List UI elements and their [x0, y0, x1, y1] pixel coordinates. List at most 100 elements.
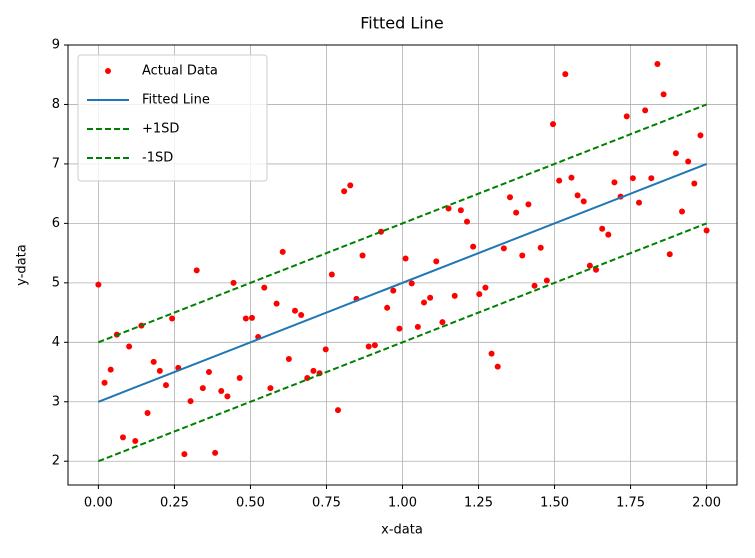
data-point	[623, 113, 630, 120]
data-point	[230, 279, 237, 286]
data-point	[439, 319, 446, 326]
data-point	[365, 343, 372, 350]
data-point	[292, 307, 299, 314]
data-point	[384, 304, 391, 311]
data-point	[359, 252, 366, 259]
data-point	[697, 132, 704, 139]
data-point	[420, 299, 427, 306]
legend-marker	[105, 68, 111, 74]
data-point	[519, 252, 526, 259]
data-point	[156, 367, 163, 374]
data-line	[98, 162, 707, 403]
x-tick-label: 0.75	[312, 496, 341, 511]
data-point	[470, 243, 477, 250]
data-point	[390, 287, 397, 294]
data-point	[586, 262, 593, 269]
data-point	[648, 175, 655, 182]
data-point	[599, 225, 606, 232]
data-point	[267, 385, 274, 392]
data-point	[132, 438, 139, 444]
data-point	[187, 398, 194, 405]
data-point	[580, 198, 587, 205]
legend-box	[77, 54, 268, 182]
data-point	[249, 314, 256, 321]
data-point	[500, 245, 507, 252]
data-point	[169, 315, 176, 322]
data-point	[506, 194, 513, 201]
x-tick-label: 1.25	[464, 496, 493, 511]
data-point	[242, 315, 249, 322]
x-tick-label: 2.00	[692, 496, 721, 511]
data-point	[193, 267, 200, 274]
data-point	[433, 258, 440, 265]
data-point	[457, 207, 464, 214]
y-tick-label: 3	[52, 394, 60, 409]
data-point	[636, 199, 643, 206]
data-point	[531, 282, 538, 289]
data-point	[150, 358, 157, 365]
y-tick-label: 8	[52, 97, 60, 112]
data-point	[660, 91, 667, 98]
data-line	[98, 222, 707, 463]
data-point	[95, 281, 102, 288]
data-point	[328, 271, 335, 278]
data-point	[494, 363, 501, 370]
legend-label: Actual Data	[142, 64, 218, 79]
data-point	[691, 180, 698, 187]
data-point	[236, 374, 243, 381]
data-point	[703, 227, 710, 234]
chart-title: Fitted Line	[360, 14, 443, 33]
data-point	[310, 367, 317, 374]
data-point	[199, 385, 206, 392]
y-tick-label: 6	[52, 216, 60, 231]
data-point	[322, 346, 329, 353]
data-point	[408, 280, 415, 287]
data-point	[347, 182, 354, 189]
data-point	[451, 292, 458, 299]
data-point	[371, 342, 378, 349]
data-point	[427, 294, 434, 301]
data-point	[273, 300, 280, 307]
x-tick-label: 0.50	[236, 496, 265, 511]
data-point	[285, 355, 292, 362]
data-point	[463, 218, 470, 225]
data-point	[181, 451, 188, 458]
x-tick-label: 0.25	[160, 496, 189, 511]
data-point	[341, 188, 348, 195]
data-point	[402, 255, 409, 262]
data-point	[119, 434, 126, 441]
y-axis-label: y-data	[15, 244, 30, 285]
y-tick-label: 9	[52, 38, 60, 53]
data-point	[212, 449, 219, 456]
y-tick-label: 7	[52, 156, 60, 171]
plot-frame	[67, 44, 738, 486]
data-point	[611, 179, 618, 186]
legend-label: +1SD	[142, 122, 179, 137]
data-point	[629, 175, 636, 182]
data-point	[224, 393, 231, 400]
legend-label: Fitted Line	[142, 93, 210, 108]
data-point	[205, 369, 212, 376]
data-point	[218, 388, 225, 395]
y-tick-label: 2	[52, 454, 60, 469]
data-point	[605, 231, 612, 238]
data-point	[126, 343, 133, 350]
data-point	[679, 208, 686, 215]
data-point	[144, 410, 151, 417]
data-point	[396, 325, 403, 332]
x-tick-label: 1.50	[540, 496, 569, 511]
data-point	[162, 382, 169, 389]
data-line	[98, 103, 707, 344]
data-point	[672, 150, 679, 157]
data-point	[279, 248, 286, 255]
data-point	[525, 201, 532, 208]
data-point	[568, 174, 575, 181]
data-point	[101, 379, 108, 386]
data-point	[642, 107, 649, 114]
data-point	[685, 158, 692, 165]
data-point	[482, 284, 489, 291]
x-tick-label: 1.00	[388, 496, 417, 511]
data-point	[513, 209, 520, 216]
